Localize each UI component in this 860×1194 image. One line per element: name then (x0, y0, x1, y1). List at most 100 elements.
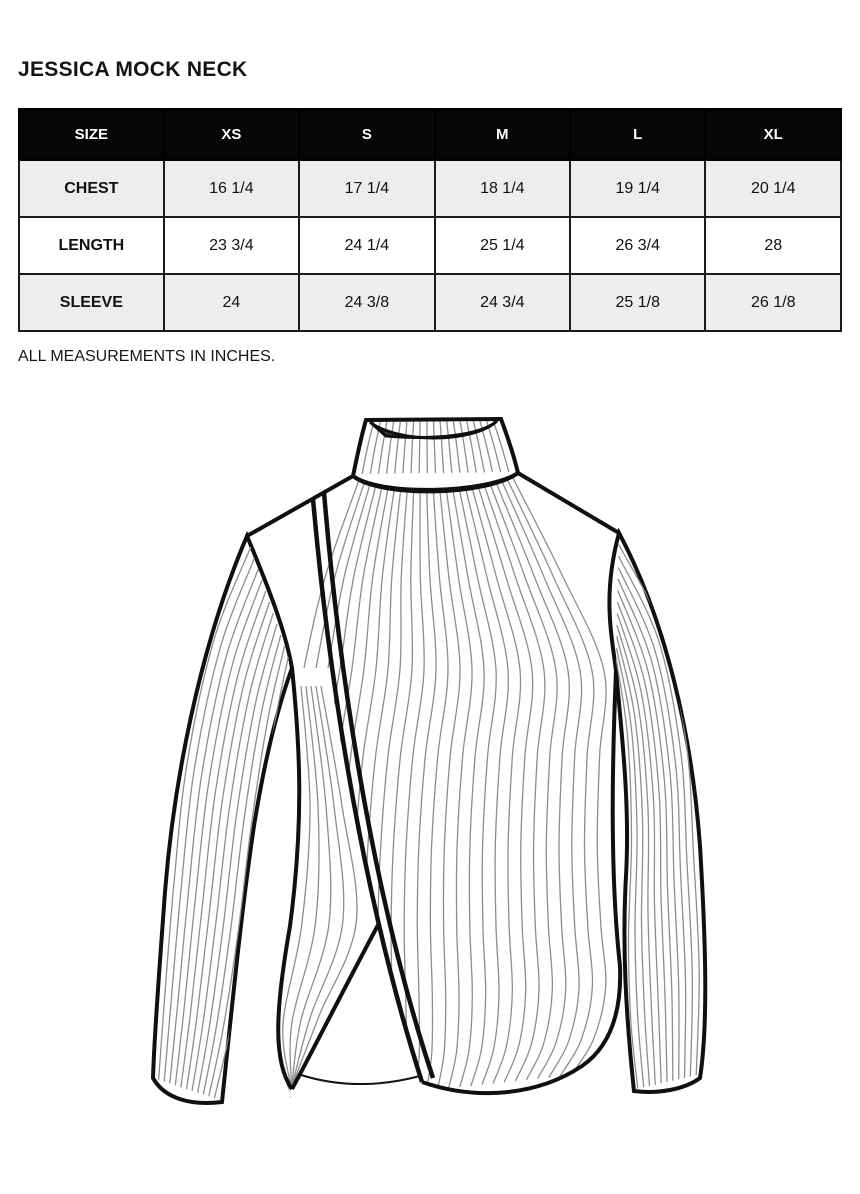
size-value-cell: 24 1/4 (298, 216, 436, 275)
right-shoulder-seam (516, 471, 621, 535)
size-value-cell: 24 3/4 (433, 273, 572, 332)
page-title: JESSICA MOCK NECK (18, 58, 248, 81)
wrap-stripe-inner (321, 491, 436, 1079)
size-value-cell: 24 (162, 273, 301, 332)
collar-outline (350, 416, 521, 492)
rib-line (180, 590, 267, 1088)
size-value-cell: 26 3/4 (569, 216, 707, 275)
column-header-l: L (569, 108, 707, 161)
rib-line (191, 612, 274, 1091)
rib-line (616, 624, 656, 1085)
panel-rib-texture (282, 685, 358, 1086)
rib-line (505, 476, 595, 1077)
rib-line (616, 636, 651, 1087)
rib-line (163, 557, 256, 1082)
right-sleeve-rib-texture (615, 544, 700, 1089)
row-label: CHEST (18, 159, 165, 218)
table-row-chest: CHEST 16 1/4 17 1/4 18 1/4 19 1/4 20 1/4 (18, 159, 842, 218)
rib-line (185, 601, 271, 1090)
wrap-stripe-outer (310, 498, 425, 1083)
table-row-sleeve: SLEEVE 24 24 3/8 24 3/4 25 1/8 26 1/8 (18, 273, 842, 332)
rib-line (425, 478, 449, 1091)
rib-line (361, 421, 375, 475)
rib-line (492, 476, 570, 1079)
left-sleeve (150, 530, 295, 1105)
size-chart-table: SIZE XS S M L XL CHEST 16 1/4 17 1/4 18 1/4 19 1/… (18, 108, 842, 332)
size-chart-header: SIZE XS S M L XL (18, 108, 842, 161)
rib-line (439, 421, 445, 473)
size-value-cell: 20 1/4 (704, 159, 842, 218)
rib-line (446, 421, 453, 473)
column-header-xl: XL (704, 108, 842, 161)
column-header-s: S (298, 108, 436, 161)
size-value-cell: 18 1/4 (433, 159, 572, 218)
size-value-cell: 17 1/4 (298, 159, 436, 218)
panel-right-edge (290, 924, 380, 1090)
column-header-size: SIZE (18, 108, 165, 161)
rib-line (492, 420, 510, 473)
right-sleeve (607, 527, 708, 1094)
size-guide-figure (18, 406, 842, 1156)
rib-line (282, 685, 311, 1086)
rib-line (410, 421, 415, 474)
rib-line (292, 685, 345, 1084)
size-guide-page: JESSICA MOCK NECK SIZE XS S M L XL CHEST 16 1/… (18, 58, 842, 1156)
rib-line (197, 623, 278, 1093)
rib-line (418, 421, 421, 474)
size-value-cell: 28 (704, 216, 842, 275)
rib-line (616, 601, 668, 1083)
rib-line (426, 421, 429, 474)
rib-line (616, 613, 662, 1084)
rib-line (617, 578, 680, 1080)
rib-line (202, 634, 282, 1095)
header-row: SIZE XS S M L XL (18, 108, 842, 161)
rib-line (456, 477, 497, 1087)
column-header-xs: XS (162, 108, 301, 161)
rib-line (617, 555, 694, 1077)
front-side-panel (278, 668, 378, 1089)
measurements-note: ALL MEASUREMENTS IN INCHES. (18, 348, 276, 365)
rib-line (617, 567, 687, 1079)
rib-line (511, 475, 607, 1076)
back-hem-line (297, 1073, 421, 1085)
size-value-cell: 26 1/8 (704, 273, 842, 332)
rib-line (615, 659, 639, 1089)
rib-line (486, 476, 558, 1081)
size-value-cell: 23 3/4 (162, 216, 301, 275)
rib-line (157, 546, 252, 1080)
size-value-cell: 19 1/4 (569, 159, 707, 218)
rib-line (472, 421, 486, 473)
collar-rib-texture (361, 420, 510, 475)
rib-line (474, 476, 534, 1083)
rib-line (450, 477, 485, 1088)
rib-line (394, 421, 401, 474)
row-label: SLEEVE (18, 273, 165, 332)
size-value-cell: 16 1/4 (162, 159, 301, 218)
rib-line (385, 421, 395, 474)
table-row-length: LENGTH 23 3/4 24 1/4 25 1/4 26 3/4 28 (18, 216, 842, 275)
rib-line (291, 685, 332, 1085)
rib-line (499, 476, 583, 1078)
mock-neck-sweater-illustration (150, 416, 708, 1111)
rib-line (468, 477, 522, 1084)
rib-line (444, 477, 473, 1089)
rib-line (292, 685, 358, 1083)
rib-line (436, 477, 461, 1090)
rib-line (479, 421, 494, 473)
rib-line (174, 579, 263, 1086)
right-side-and-hem (421, 670, 623, 1096)
rib-line (615, 647, 645, 1088)
rib-line (480, 476, 546, 1082)
size-chart-body: CHEST 16 1/4 17 1/4 18 1/4 19 1/4 20 1/4 LENGT… (18, 159, 842, 332)
size-value-cell: 24 3/8 (298, 273, 436, 332)
rib-line (466, 421, 477, 473)
rib-line (208, 645, 286, 1097)
left-shoulder-seam (246, 474, 354, 538)
row-label: LENGTH (18, 216, 165, 275)
rib-line (169, 568, 259, 1084)
rib-line (289, 685, 320, 1085)
column-header-m: M (433, 108, 572, 161)
size-value-cell: 25 1/4 (433, 216, 572, 275)
rib-line (432, 421, 437, 474)
panel-left-edge (276, 667, 302, 1091)
